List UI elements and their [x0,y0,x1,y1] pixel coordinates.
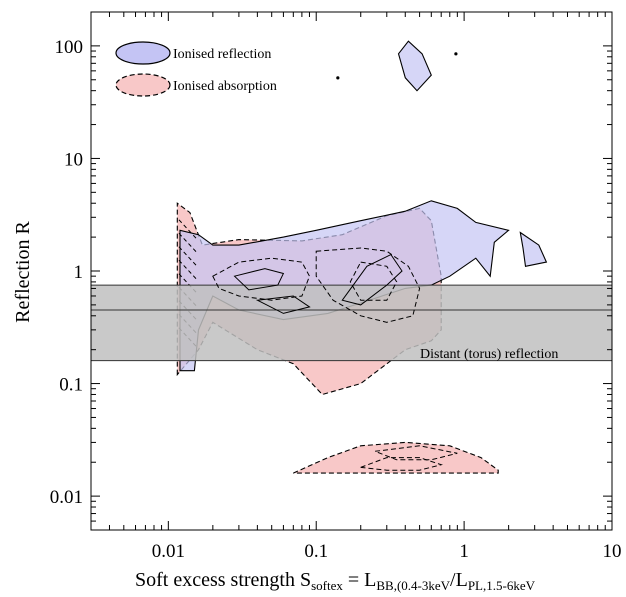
hatch-line-5 [178,259,197,280]
region-ionised-reflection-1 [397,40,432,92]
inner-contour-dashed-0 [212,257,311,301]
x-label-slash: /L [450,569,468,591]
y-tick-labels: 0.01 0.1 1 10 100 [50,37,83,508]
x-tick-label-1: 0.1 [304,541,328,562]
x-label-prefix-sub: softex [311,578,343,593]
legend-swatch-ionised-reflection [115,41,171,65]
x-tick-labels: 0.01 0.1 1 10 [152,541,622,562]
inner-contour-dashed-3 [360,457,443,471]
legend-swatch-ionised-absorption [115,73,171,97]
hatch-line-6 [178,246,197,267]
y-tick-label-2: 1 [74,262,84,283]
legend-label-ionised-reflection: Ionised reflection [173,47,271,62]
y-tick-label-4: 100 [55,37,84,58]
contour-dot-1 [454,52,458,56]
inner-contours [212,52,458,471]
region-ionised-reflection-2 [519,231,548,267]
hatch-line-8 [178,219,197,239]
legend: Ionised reflection Ionised absorption [115,41,277,97]
x-label-mid-sub: BB,(0.4-3keV [376,578,450,593]
x-tick-label-0: 0.01 [152,541,185,562]
x-tick-label-3: 10 [603,541,622,562]
x-label-end-sub: PL,1.5-6keV [468,578,536,593]
inner-contour-dashed-4 [374,445,458,461]
torus-reflection-band [91,284,612,362]
band-label: Distant (torus) reflection [420,347,558,362]
legend-label-ionised-absorption: Ionised absorption [173,79,277,94]
inner-contour-solid-0 [233,268,285,291]
y-tick-label-3: 10 [64,149,83,170]
inner-contour-solid-2 [255,295,311,314]
axis-ticks [90,11,613,531]
contour-dot-0 [336,76,340,80]
x-label-prefix: Soft excess strength S [135,569,311,591]
band-fill [91,285,612,361]
y-tick-label-1: 0.1 [59,375,83,396]
inner-contour-solid-1 [341,253,403,306]
x-axis-label: Soft excess strength Ssoftex = LBB,(0.4-… [135,569,536,593]
inner-contour-dashed-2 [349,261,398,301]
x-label-mid: = L [343,569,377,591]
y-tick-label-0: 0.01 [50,487,83,508]
y-axis-label: Reflection R [12,221,34,323]
hatch-line-7 [178,232,197,253]
x-tick-label-2: 1 [459,541,469,562]
